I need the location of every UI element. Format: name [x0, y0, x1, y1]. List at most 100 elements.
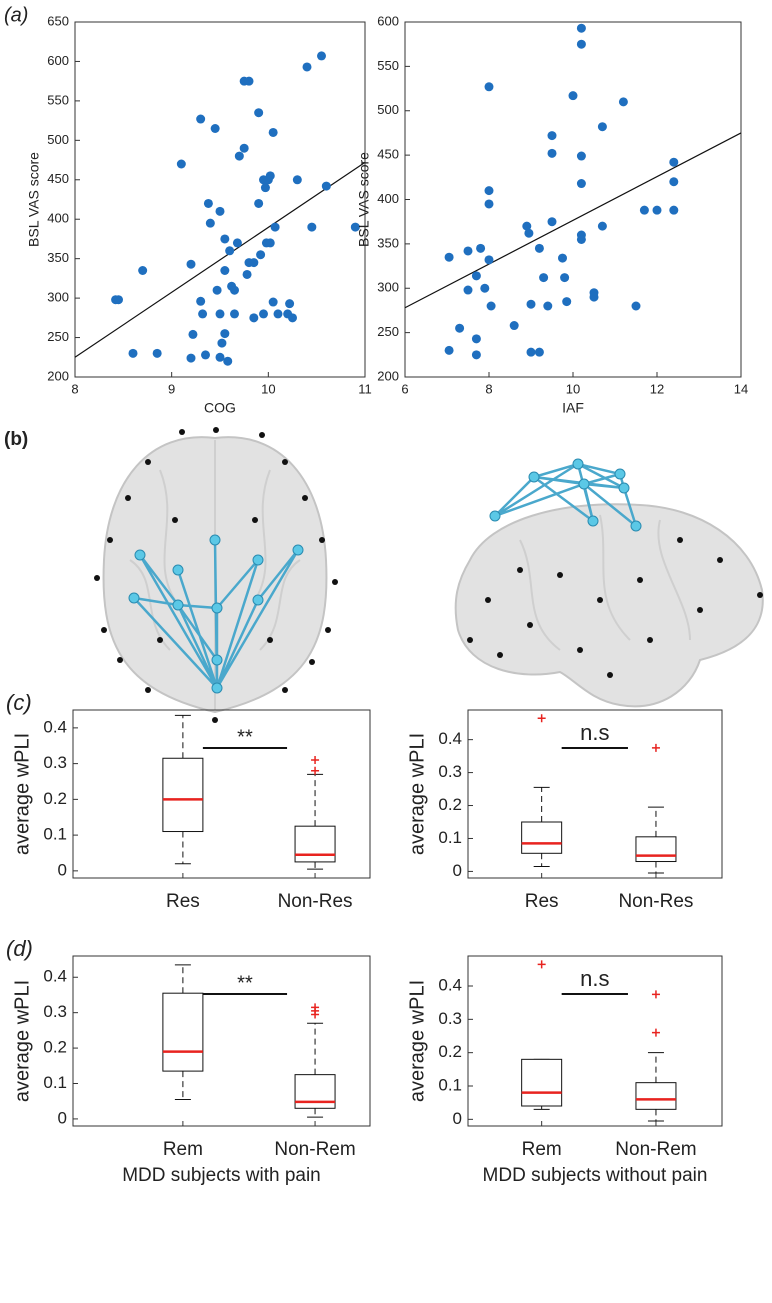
x-axis-label: MDD subjects with pain	[122, 1165, 321, 1186]
data-point	[524, 228, 534, 238]
outlier	[651, 743, 660, 752]
plot-frame	[74, 21, 366, 378]
data-point	[232, 238, 242, 248]
y-tick-label: 0.1	[43, 825, 67, 844]
data-point	[444, 252, 454, 262]
x-tick-label: 9	[168, 381, 175, 396]
data-point	[534, 243, 544, 253]
data-point	[455, 323, 465, 333]
significance-label: **	[237, 972, 253, 994]
data-point	[321, 181, 331, 191]
data-point	[210, 124, 220, 133]
outlier	[311, 756, 320, 765]
data-point	[254, 108, 264, 118]
data-point	[292, 175, 302, 185]
x-tick-label: Rem	[163, 1139, 203, 1160]
data-point	[225, 246, 235, 256]
y-tick-label: 300	[47, 290, 69, 305]
data-point	[215, 309, 225, 319]
data-point	[576, 179, 586, 189]
outlier	[537, 714, 546, 723]
y-axis-label: BSL VAS score	[356, 152, 372, 247]
data-point	[669, 205, 679, 215]
data-point	[265, 238, 275, 248]
x-tick-label: 10	[261, 381, 275, 396]
y-tick-label: 0.2	[438, 795, 462, 814]
plot-frame	[467, 955, 723, 1127]
data-point	[484, 82, 494, 92]
data-point	[249, 313, 259, 323]
x-tick-label: 14	[734, 381, 748, 396]
y-axis-label: average wPLI	[406, 733, 428, 855]
data-point	[562, 297, 572, 307]
y-tick-label: 300	[377, 280, 399, 295]
y-tick-label: 400	[377, 191, 399, 206]
data-point	[288, 313, 297, 323]
y-tick-label: 0.3	[43, 753, 67, 772]
x-tick-label: Non-Res	[618, 891, 693, 912]
y-tick-label: 0	[58, 860, 67, 879]
x-tick-label: 11	[358, 381, 372, 396]
data-point	[568, 91, 578, 101]
y-axis-label: BSL VAS score	[26, 152, 42, 247]
significance-label: **	[237, 726, 253, 748]
box	[162, 757, 204, 833]
data-point	[196, 296, 206, 306]
data-point	[543, 301, 553, 311]
x-tick-label: 8	[71, 381, 78, 396]
y-tick-label: 500	[377, 102, 399, 117]
data-point	[476, 243, 486, 253]
data-point	[522, 221, 532, 231]
outlier	[311, 766, 320, 775]
data-point	[597, 221, 607, 231]
y-tick-label: 250	[377, 324, 399, 339]
data-point	[223, 356, 233, 366]
box	[635, 1082, 677, 1110]
plot-frame	[404, 21, 742, 378]
data-point	[669, 157, 679, 167]
y-tick-label: 0.2	[43, 789, 67, 808]
y-tick-label: 0.2	[438, 1042, 462, 1061]
x-axis-label: IAF	[562, 400, 584, 416]
data-point	[270, 222, 280, 232]
outlier	[651, 990, 660, 999]
x-tick-label: 6	[401, 381, 408, 396]
data-point	[463, 246, 473, 256]
y-tick-label: 0.1	[438, 828, 462, 847]
y-tick-label: 0.3	[438, 1009, 462, 1028]
data-point	[230, 285, 239, 295]
x-tick-label: 8	[485, 381, 492, 396]
y-tick-label: 550	[377, 58, 399, 73]
fit-line	[74, 161, 366, 358]
data-point	[220, 234, 230, 244]
box	[521, 1058, 563, 1107]
data-point	[547, 148, 557, 158]
y-tick-label: 0	[453, 1109, 462, 1128]
plot-frame	[72, 709, 371, 879]
data-point	[444, 345, 454, 355]
data-point	[198, 309, 208, 319]
data-point	[652, 205, 662, 215]
data-point	[350, 222, 360, 232]
data-point	[669, 177, 679, 187]
box	[162, 992, 204, 1072]
data-point	[242, 269, 252, 279]
data-point	[560, 273, 570, 283]
data-point	[249, 258, 259, 268]
y-tick-label: 0	[58, 1108, 67, 1127]
data-point	[558, 253, 567, 263]
data-point	[547, 131, 557, 141]
outlier	[537, 960, 546, 969]
box	[635, 836, 677, 863]
data-point	[480, 283, 490, 293]
y-tick-label: 350	[47, 250, 69, 265]
panel-label: (b)	[4, 429, 28, 450]
significance-label: n.s	[580, 966, 609, 991]
data-point	[268, 127, 278, 137]
y-axis-label: average wPLI	[11, 980, 33, 1102]
x-tick-label: Res	[166, 891, 200, 912]
data-point	[589, 292, 599, 302]
fit-line	[404, 132, 742, 309]
y-tick-label: 0.4	[43, 967, 67, 986]
